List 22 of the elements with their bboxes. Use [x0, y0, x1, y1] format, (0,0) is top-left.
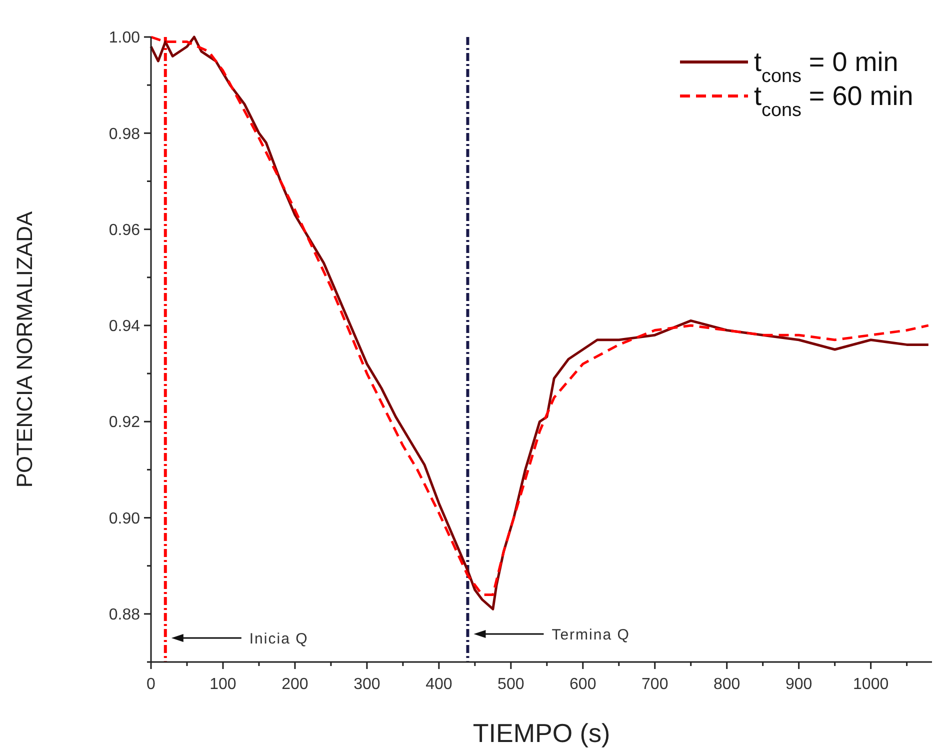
- y-tick-label: 0.90: [108, 510, 140, 528]
- x-tick-label: 900: [785, 676, 812, 693]
- x-tick-label: 800: [714, 676, 740, 693]
- x-tick-label: 700: [642, 676, 668, 693]
- x-tick-label: 100: [210, 676, 236, 693]
- x-tick-label: 0: [146, 676, 156, 693]
- x-tick-label: 500: [498, 676, 524, 693]
- y-tick-label: 0.96: [108, 222, 140, 239]
- annotation: Inicia Q: [249, 630, 308, 648]
- y-tick-label: 0.94: [108, 318, 140, 336]
- y-tick-label: 0.88: [108, 606, 140, 624]
- y-tick-label: 0.92: [108, 414, 140, 432]
- x-tick-label: 300: [354, 676, 380, 693]
- x-tick-label: 200: [282, 676, 308, 693]
- y-tick-label: 1.00: [108, 30, 140, 47]
- x-tick-label: 600: [570, 676, 596, 693]
- annotation: Termina Q: [552, 626, 630, 644]
- x-tick-label: 1000: [853, 676, 889, 693]
- x-axis-title: TIEMPO (s): [472, 718, 610, 748]
- x-tick-label: 400: [426, 676, 452, 693]
- y-axis-title: POTENCIA NORMALIZADA: [12, 211, 37, 488]
- y-tick-label: 0.98: [108, 126, 140, 143]
